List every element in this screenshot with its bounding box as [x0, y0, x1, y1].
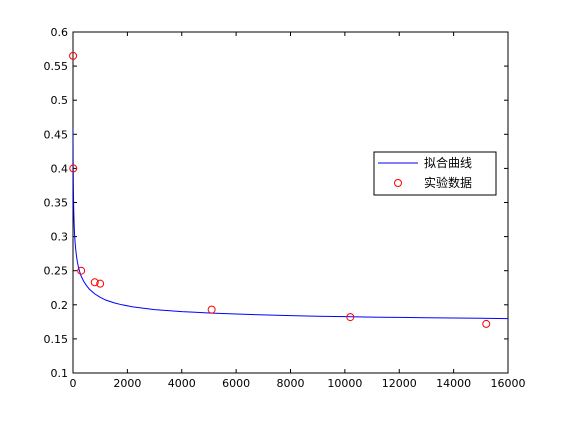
- data-point: [207, 305, 216, 314]
- legend-label: 实验数据: [424, 175, 472, 190]
- y-tick-label: 0.35: [44, 197, 69, 210]
- data-point: [77, 266, 86, 275]
- y-tick-label: 0.4: [51, 162, 69, 175]
- data-point: [90, 278, 99, 287]
- y-tick-label: 0.55: [44, 60, 69, 73]
- legend-box: [373, 151, 497, 196]
- fit-curve-line: [73, 127, 508, 320]
- x-tick-label: 16000: [491, 377, 526, 390]
- data-point: [346, 313, 355, 322]
- y-tick-label: 0.2: [51, 299, 69, 312]
- data-point: [69, 164, 78, 173]
- x-tick-label: 0: [70, 377, 77, 390]
- x-tick-label: 2000: [113, 377, 141, 390]
- y-tick-label: 0.25: [44, 265, 69, 278]
- x-tick-label: 12000: [382, 377, 417, 390]
- x-tick-label: 8000: [277, 377, 305, 390]
- y-tick-label: 0.45: [44, 128, 69, 141]
- x-tick-label: 4000: [168, 377, 196, 390]
- y-tick-label: 0.5: [51, 94, 69, 107]
- x-tick-label: 10000: [327, 377, 362, 390]
- legend-label: 拟合曲线: [424, 155, 472, 170]
- plot-area-box: [72, 31, 509, 374]
- y-tick-label: 0.15: [44, 333, 69, 346]
- data-point: [482, 319, 491, 328]
- y-tick-label: 0.3: [51, 231, 69, 244]
- x-tick-label: 14000: [436, 377, 471, 390]
- y-tick-label: 0.1: [51, 367, 69, 380]
- y-tick-label: 0.6: [51, 26, 69, 39]
- data-point: [69, 51, 78, 60]
- legend-marker-swatch: [394, 179, 402, 187]
- data-point: [96, 279, 105, 288]
- x-tick-label: 6000: [222, 377, 250, 390]
